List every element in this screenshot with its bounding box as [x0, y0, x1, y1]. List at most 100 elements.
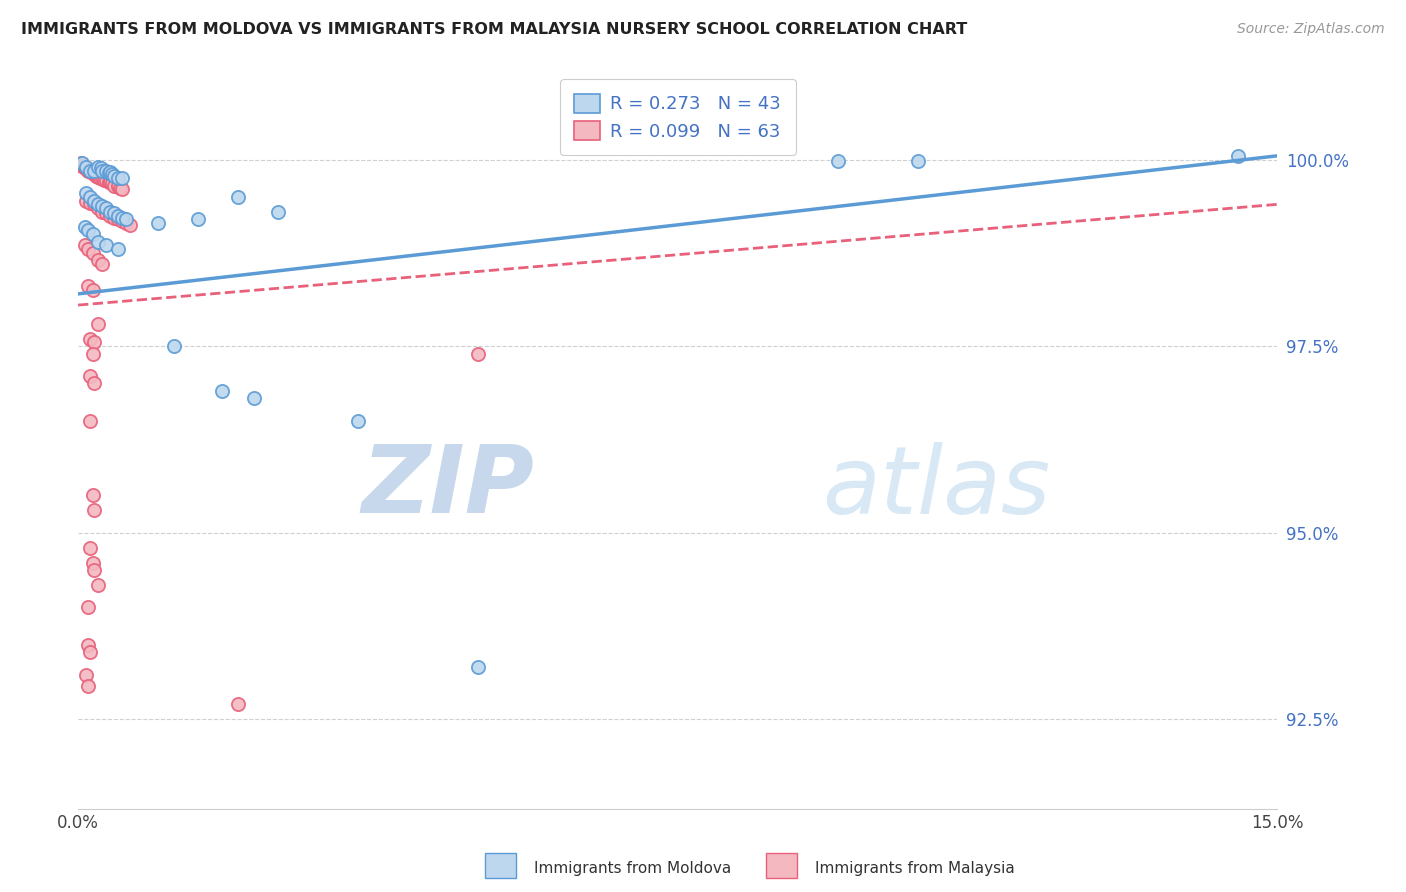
Point: [79, 163, 101, 178]
Point: [111, 211, 134, 225]
Point: [83, 503, 105, 517]
Point: [97, 166, 120, 180]
Point: [82, 227, 104, 242]
Text: ZIP: ZIP: [361, 441, 534, 533]
Point: [83, 163, 105, 178]
Point: [76, 163, 98, 178]
Point: [103, 178, 125, 193]
Point: [82, 283, 104, 297]
Point: [115, 212, 138, 227]
Point: [82, 346, 104, 360]
Legend: R = 0.273   N = 43, R = 0.099   N = 63: R = 0.273 N = 43, R = 0.099 N = 63: [560, 79, 796, 155]
Point: [111, 171, 134, 186]
Point: [94, 163, 117, 178]
Point: [70, 159, 93, 173]
Point: [76, 638, 98, 652]
Point: [79, 163, 101, 178]
Point: [107, 242, 129, 256]
Point: [75, 667, 97, 681]
Point: [107, 209, 129, 223]
Point: [69, 156, 91, 170]
Point: [75, 160, 97, 174]
Point: [100, 177, 122, 191]
Point: [146, 216, 169, 230]
Point: [107, 178, 129, 193]
Text: IMMIGRANTS FROM MOLDOVA VS IMMIGRANTS FROM MALAYSIA NURSERY SCHOOL CORRELATION C: IMMIGRANTS FROM MOLDOVA VS IMMIGRANTS FR…: [21, 22, 967, 37]
Point: [91, 204, 114, 219]
Point: [467, 346, 489, 360]
Point: [93, 172, 115, 186]
Point: [100, 168, 122, 182]
Point: [84, 169, 107, 183]
FancyBboxPatch shape: [766, 853, 797, 878]
Point: [94, 201, 117, 215]
Point: [76, 242, 98, 256]
Point: [467, 660, 489, 674]
Point: [87, 253, 110, 268]
Point: [98, 165, 121, 179]
Point: [76, 600, 98, 615]
Point: [75, 186, 97, 201]
Point: [91, 171, 114, 186]
Point: [103, 211, 125, 225]
Point: [87, 197, 110, 211]
Point: [83, 563, 105, 577]
Point: [267, 204, 290, 219]
Point: [108, 181, 131, 195]
Point: [103, 169, 125, 183]
Point: [73, 160, 96, 174]
Point: [83, 335, 105, 350]
Point: [82, 488, 104, 502]
Point: [87, 235, 110, 249]
Point: [80, 165, 103, 179]
Y-axis label: Nursery School: Nursery School: [0, 385, 7, 501]
Point: [98, 204, 121, 219]
Point: [76, 279, 98, 293]
Point: [73, 161, 96, 176]
Point: [82, 556, 104, 570]
Point: [107, 212, 129, 227]
Point: [87, 160, 110, 174]
Point: [79, 190, 101, 204]
Point: [83, 168, 105, 182]
Point: [79, 368, 101, 383]
Point: [82, 245, 104, 260]
Point: [76, 223, 98, 237]
Point: [111, 182, 134, 196]
Point: [226, 698, 249, 712]
Point: [87, 317, 110, 331]
Point: [75, 161, 97, 176]
Point: [83, 376, 105, 391]
Point: [75, 194, 97, 208]
Point: [211, 384, 233, 398]
Point: [120, 218, 142, 232]
Point: [115, 216, 138, 230]
Point: [187, 212, 209, 227]
Point: [79, 414, 101, 428]
Point: [79, 332, 101, 346]
Point: [94, 238, 117, 252]
Point: [79, 195, 101, 210]
Point: [91, 257, 114, 271]
Point: [87, 201, 110, 215]
Point: [97, 175, 120, 189]
Point: [82, 166, 104, 180]
Point: [79, 645, 101, 659]
Point: [103, 206, 125, 220]
Point: [87, 169, 110, 184]
Point: [89, 161, 111, 176]
Point: [111, 213, 134, 227]
Point: [89, 171, 111, 186]
Text: Source: ZipAtlas.com: Source: ZipAtlas.com: [1237, 22, 1385, 37]
Point: [98, 209, 121, 223]
Point: [107, 171, 129, 186]
Point: [1226, 149, 1249, 163]
Point: [243, 392, 266, 406]
Point: [70, 156, 93, 170]
Point: [827, 154, 849, 169]
Point: [94, 206, 117, 220]
Point: [73, 219, 96, 234]
Point: [163, 339, 186, 353]
Point: [76, 679, 98, 693]
Point: [87, 578, 110, 592]
